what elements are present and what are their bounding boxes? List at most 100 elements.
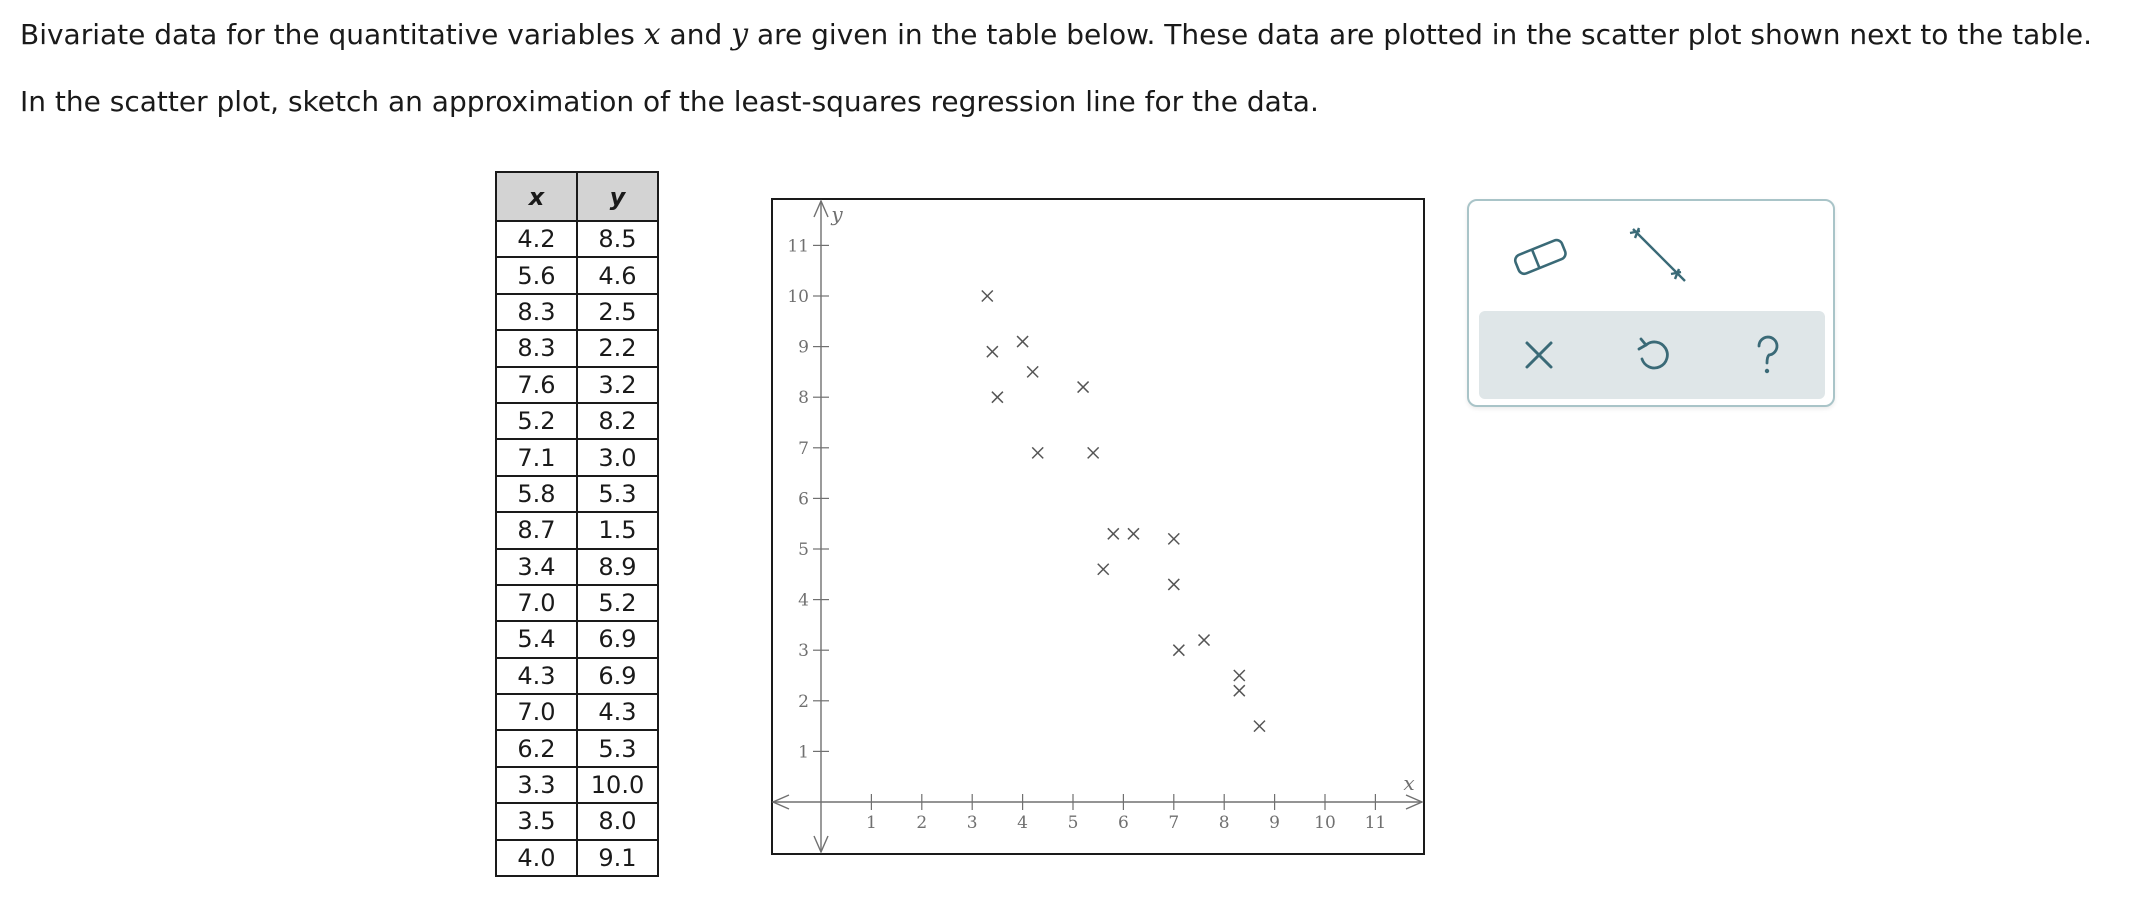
help-button[interactable] (1738, 325, 1798, 385)
table-cell-x: 5.8 (495, 474, 578, 514)
x-tick-label: 3 (967, 813, 978, 833)
x-tick-label: 9 (1269, 813, 1280, 833)
table-cell-x: 4.0 (495, 838, 578, 878)
data-point (1031, 446, 1044, 459)
x-tick-label: 5 (1068, 813, 1079, 833)
table-row: 4.3 6.9 (495, 656, 659, 696)
table-cell-y: 2.5 (576, 292, 659, 332)
data-point (1097, 563, 1110, 576)
table-row: 6.2 5.3 (495, 729, 659, 768)
x-tick-label: 1 (866, 813, 877, 833)
clear-button[interactable] (1509, 325, 1569, 385)
y-tick-label: 3 (798, 641, 809, 661)
y-tick-label: 6 (798, 489, 809, 509)
table-row: 5.8 5.3 (495, 474, 659, 514)
table-cell-y: 6.9 (576, 620, 659, 659)
data-point (1016, 335, 1029, 348)
data-point (1233, 669, 1246, 682)
x-tick-label: 6 (1118, 813, 1129, 833)
table-cell-x: 7.1 (495, 438, 578, 477)
table-row: 7.6 3.2 (495, 365, 659, 404)
data-point (1107, 527, 1120, 540)
table-cell-y: 4.6 (576, 256, 659, 295)
y-tick-label: 7 (798, 439, 809, 459)
help-icon (1757, 335, 1779, 374)
x-axis-left-arrow (771, 794, 790, 810)
question-paragraph-2: In the scatter plot, sketch an approxima… (20, 85, 1319, 118)
table-row: 7.1 3.0 (495, 438, 659, 477)
data-point (986, 345, 999, 358)
table-cell-x: 5.6 (495, 256, 578, 295)
table-cell-y: 3.0 (576, 438, 659, 477)
data-point (1253, 720, 1266, 733)
data-point (1087, 446, 1100, 459)
table-cell-x: 5.4 (495, 620, 578, 659)
table-cell-y: 10.0 (576, 765, 659, 805)
table-cell-x: 3.5 (495, 802, 578, 841)
table-row: 8.3 2.2 (495, 329, 659, 368)
variable-x: x (643, 17, 661, 52)
y-tick-label: 11 (787, 236, 809, 256)
y-tick-label: 10 (787, 287, 809, 307)
table-cell-x: 5.2 (495, 401, 578, 441)
data-point (981, 289, 994, 303)
table-cell-x: 3.4 (495, 547, 578, 586)
x-axis-label: x (1403, 771, 1414, 795)
data-point (1167, 578, 1180, 591)
table-cell-x: 8.3 (495, 329, 578, 368)
table-row: 3.4 8.9 (495, 547, 659, 586)
table-row: 3.3 10.0 (495, 765, 659, 805)
table-row: 5.6 4.6 (495, 256, 659, 295)
table-row: 3.5 8.0 (495, 802, 659, 841)
x-tick-label: 8 (1219, 813, 1230, 833)
y-tick-label: 4 (798, 591, 809, 611)
column-header-y: y (576, 171, 659, 222)
x-tick-label: 2 (916, 813, 927, 833)
table-header-row: x y (495, 171, 659, 222)
x-tick-label: 11 (1365, 813, 1387, 833)
table-cell-x: 6.2 (495, 729, 578, 768)
table-row: 7.0 5.2 (495, 583, 659, 623)
data-point (991, 391, 1004, 404)
table-cell-y: 9.1 (576, 838, 659, 878)
data-point (1077, 381, 1090, 394)
y-tick-label: 2 (798, 692, 809, 712)
table-row: 8.3 2.5 (495, 292, 659, 332)
column-header-x: x (495, 171, 578, 222)
table-cell-x: 3.3 (495, 765, 578, 805)
undo-button[interactable] (1624, 325, 1684, 385)
action-bar (1479, 311, 1825, 399)
data-table: x y 4.2 8.5 5.6 4.6 8.3 2.5 8.3 2.2 7.6 3.2 5.2 8.2… (495, 171, 659, 878)
table-cell-y: 5.3 (576, 474, 659, 514)
x-axis-right-arrow (1405, 794, 1424, 810)
y-axis-bottom-arrow (813, 835, 829, 854)
table-row: 5.4 6.9 (495, 620, 659, 659)
data-point (1026, 365, 1039, 378)
y-tick-label: 5 (798, 540, 809, 560)
line-tool-button[interactable] (1619, 221, 1689, 291)
variable-y: y (731, 17, 749, 52)
table-cell-x: 7.6 (495, 365, 578, 404)
scatter-plot-frame[interactable] (771, 198, 1425, 855)
y-tick-label: 9 (798, 338, 809, 358)
table-cell-y: 8.5 (576, 219, 659, 259)
undo-icon (1637, 337, 1669, 370)
data-point (1172, 644, 1185, 657)
table-cell-y: 3.2 (576, 365, 659, 404)
table-cell-y: 5.2 (576, 583, 659, 623)
x-tick-label: 4 (1017, 813, 1028, 833)
table-row: 8.7 1.5 (495, 511, 659, 550)
y-tick-label: 8 (798, 388, 809, 408)
graphing-tools-panel (1467, 199, 1835, 407)
eraser-tool-button[interactable] (1505, 221, 1575, 291)
close-icon (1525, 341, 1553, 369)
table-cell-x: 8.3 (495, 292, 578, 332)
question-paragraph-1: Bivariate data for the quantitative vari… (20, 17, 2092, 52)
table-cell-y: 1.5 (576, 511, 659, 550)
y-axis-label: y (830, 202, 843, 226)
x-tick-label: 10 (1314, 813, 1336, 833)
table-row: 4.2 8.5 (495, 219, 659, 259)
table-cell-y: 8.9 (576, 547, 659, 586)
y-tick-label: 1 (798, 742, 809, 762)
